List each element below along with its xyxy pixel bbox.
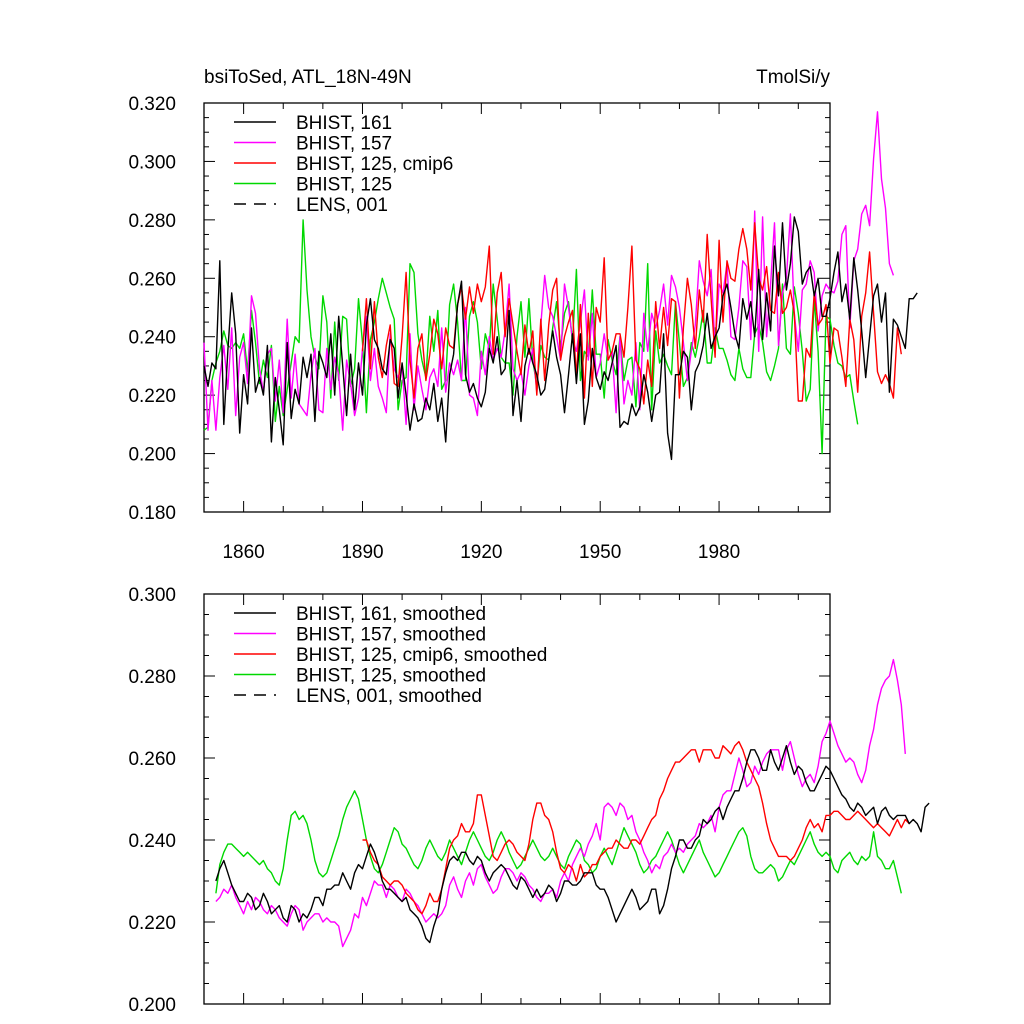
y-tick-label: 0.260 xyxy=(128,269,176,290)
y-tick-label: 0.200 xyxy=(128,995,176,1016)
legend-label: BHIST, 125, cmip6, smoothed xyxy=(296,645,547,666)
legend-label: LENS, 001 xyxy=(296,195,388,216)
y-tick-label: 0.300 xyxy=(128,152,176,173)
top-panel-units: TmolSi/y xyxy=(756,67,830,88)
legend-label: BHIST, 157 xyxy=(296,134,392,155)
legend-label: BHIST, 161 xyxy=(296,113,392,134)
legend-label: BHIST, 125, smoothed xyxy=(296,666,486,687)
y-tick-label: 0.240 xyxy=(128,328,176,349)
top-panel: bsiToSed, ATL_18N-49N TmolSi/y 0.180 0.20… xyxy=(128,67,918,563)
y-tick-label: 0.280 xyxy=(128,667,176,688)
x-tick-label: 1950 xyxy=(579,542,621,563)
series-line-bhist-125-cmip6-smoothed xyxy=(362,740,910,915)
legend-label: BHIST, 125, cmip6 xyxy=(296,154,453,175)
legend-label: BHIST, 125 xyxy=(296,175,392,196)
y-tick-label: 0.260 xyxy=(128,749,176,770)
y-tick-label: 0.180 xyxy=(128,503,176,524)
bottom-panel: 0.200 0.220 0.240 0.260 0.280 0.300 BHIST, 16… xyxy=(128,585,930,1016)
x-tick-label: 1890 xyxy=(341,542,383,563)
legend-label: BHIST, 161, smoothed xyxy=(296,604,486,625)
series-line-bhist-161 xyxy=(203,216,918,461)
legend-label: BHIST, 157, smoothed xyxy=(296,625,486,646)
x-tick-label: 1860 xyxy=(222,542,264,563)
y-tick-label: 0.220 xyxy=(128,386,176,407)
y-tick-label: 0.320 xyxy=(128,94,176,115)
x-tick-label: 1980 xyxy=(698,542,740,563)
legend-label: LENS, 001, smoothed xyxy=(296,686,482,707)
series-line-bhist-157 xyxy=(203,111,895,431)
x-tick-label: 1920 xyxy=(460,542,502,563)
series-line-bhist-125-smoothed xyxy=(215,790,902,894)
series-line-bhist-157-smoothed xyxy=(215,658,906,948)
series-line-bhist-125 xyxy=(203,219,859,455)
series-line-bhist-125-cmip6 xyxy=(361,222,902,405)
y-tick-label: 0.240 xyxy=(128,831,176,852)
y-tick-label: 0.300 xyxy=(128,585,176,606)
y-tick-label: 0.200 xyxy=(128,445,176,466)
top-panel-title: bsiToSed, ATL_18N-49N xyxy=(204,67,412,88)
y-tick-label: 0.220 xyxy=(128,913,176,934)
series-line-bhist-161-smoothed xyxy=(215,745,930,944)
y-tick-label: 0.280 xyxy=(128,211,176,232)
